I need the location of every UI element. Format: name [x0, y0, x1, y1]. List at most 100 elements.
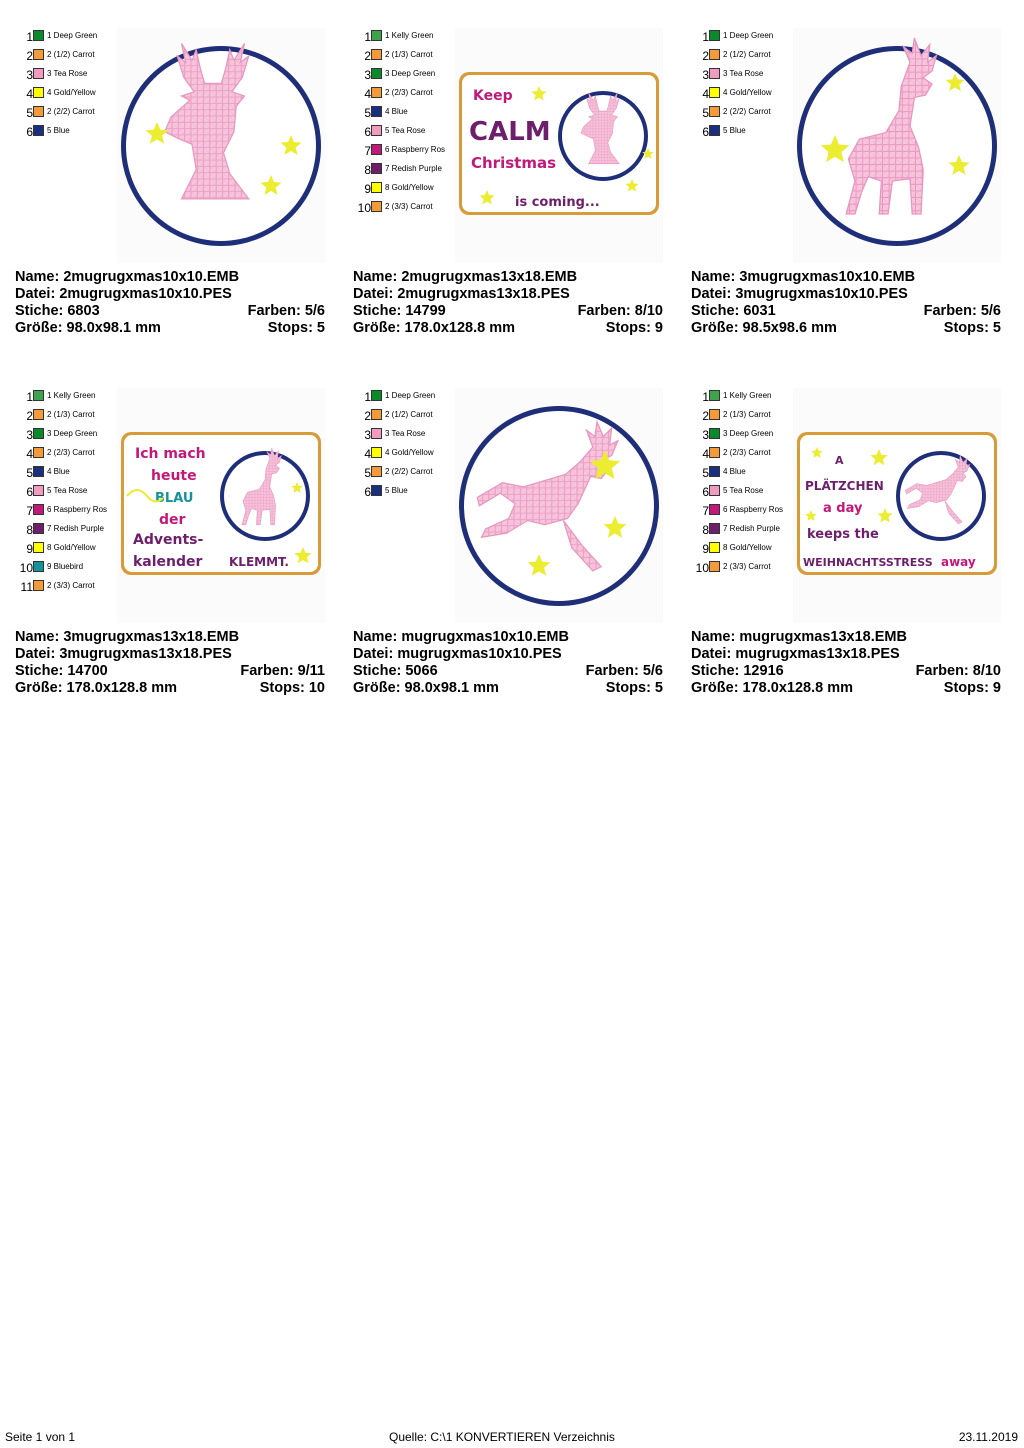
design-info: Name: 3mugrugxmas10x10.EMB Datei: 3mugrug…: [691, 269, 1001, 337]
star-icon: [820, 135, 850, 163]
color-index: 10: [695, 561, 709, 575]
design-info: Name: 3mugrugxmas13x18.EMB Datei: 3mugrug…: [15, 629, 325, 697]
star-icon: [280, 135, 302, 155]
color-index: 5: [364, 466, 371, 480]
embroidery-text-1: PLÄTZCHEN: [805, 478, 884, 493]
design-name: Name: 2mugrugxmas10x10.EMB: [15, 269, 240, 285]
color-index: 4: [364, 87, 371, 101]
color-row: 7 6 Raspberry Ros: [15, 502, 120, 521]
embroidery-text-1: CALM: [469, 117, 551, 147]
color-swatch: [33, 409, 44, 420]
star-icon: [145, 122, 169, 144]
color-label: 8 Gold/Yellow: [47, 543, 96, 552]
color-row: 2 2 (1/2) Carrot: [691, 47, 796, 66]
color-swatch: [371, 201, 382, 212]
color-swatch: [33, 49, 44, 60]
color-swatch: [371, 68, 382, 79]
color-index: 1: [364, 390, 371, 404]
stop-count: Stops: 5: [267, 320, 325, 336]
design-info: Name: 2mugrugxmas13x18.EMB Datei: 2mugrug…: [353, 269, 663, 337]
deer-head-icon: [580, 92, 620, 165]
design-size: Größe: 98.5x98.6 mm: [691, 320, 837, 336]
color-swatch: [371, 30, 382, 41]
color-swatch: [371, 87, 382, 98]
color-swatch: [709, 504, 720, 515]
color-label: 7 Redish Purple: [47, 524, 104, 533]
color-index: 2: [26, 49, 33, 63]
color-swatch: [33, 447, 44, 458]
color-swatch: [371, 428, 382, 439]
color-swatch: [371, 125, 382, 136]
color-index: 9: [702, 542, 709, 556]
color-row: 6 5 Blue: [691, 123, 796, 142]
color-label: 1 Kelly Green: [723, 391, 772, 400]
color-row: 6 5 Blue: [15, 123, 120, 142]
design-card[interactable]: 1 1 Kelly Green 2 2 (1/3) Carrot 3 3 Deep Gre…: [15, 388, 335, 708]
design-preview[interactable]: A PLÄTZCHEN a day keeps the WEIHNACHTSSTRESS…: [793, 388, 1001, 623]
color-count: Farben: 8/10: [915, 663, 1001, 679]
color-index: 3: [702, 68, 709, 82]
color-swatch: [33, 125, 44, 136]
design-name: Name: 3mugrugxmas13x18.EMB: [15, 629, 240, 645]
color-row: 4 2 (2/3) Carrot: [353, 85, 458, 104]
color-label: 3 Deep Green: [47, 429, 98, 438]
color-row: 1 1 Kelly Green: [691, 388, 796, 407]
color-list: 1 1 Deep Green 2 2 (1/2) Carrot 3 3 Tea Rose 4…: [15, 28, 120, 142]
color-index: 2: [364, 409, 371, 423]
design-size: Größe: 98.0x98.1 mm: [15, 320, 161, 336]
color-label: 4 Gold/Yellow: [47, 88, 96, 97]
color-swatch: [33, 87, 44, 98]
design-preview[interactable]: Keep CALM Christmas is coming...: [455, 28, 663, 263]
star-icon: [531, 86, 547, 101]
embroidery-text-2: Christmas: [471, 154, 556, 172]
color-index: 6: [26, 125, 33, 139]
design-card[interactable]: 1 1 Deep Green 2 2 (1/2) Carrot 3 3 Tea Rose 4…: [691, 28, 1011, 348]
design-preview[interactable]: Ich mach heute BLAU der Advents-kalender KLEM…: [117, 388, 325, 623]
design-size: Größe: 178.0x128.8 mm: [15, 680, 178, 696]
stitch-count: Stiche: 14799: [353, 303, 446, 319]
star-icon: [625, 179, 639, 192]
embroidery-preview: [797, 37, 997, 246]
color-swatch: [709, 30, 720, 41]
design-card[interactable]: 1 1 Deep Green 2 2 (1/2) Carrot 3 3 Tea Rose 4…: [353, 388, 673, 708]
color-label: 8 Gold/Yellow: [723, 543, 772, 552]
design-card[interactable]: 1 1 Kelly Green 2 2 (1/3) Carrot 3 3 Deep Gre…: [691, 388, 1011, 708]
color-label: 2 (2/3) Carrot: [47, 448, 95, 457]
design-file: Datei: 2mugrugxmas10x10.PES: [15, 286, 232, 302]
color-swatch: [371, 485, 382, 496]
color-swatch: [33, 428, 44, 439]
color-index: 2: [26, 409, 33, 423]
star-icon: [260, 175, 282, 195]
color-swatch: [371, 49, 382, 60]
design-card[interactable]: 1 1 Kelly Green 2 2 (1/3) Carrot 3 3 Deep Gre…: [353, 28, 673, 348]
design-file: Datei: mugrugxmas13x18.PES: [691, 646, 900, 662]
star-icon: [877, 508, 893, 523]
color-label: 2 (2/2) Carrot: [47, 107, 95, 116]
design-preview[interactable]: [117, 28, 325, 263]
color-swatch: [709, 447, 720, 458]
color-label: 8 Gold/Yellow: [385, 183, 434, 192]
color-swatch: [33, 561, 44, 572]
design-preview[interactable]: [793, 28, 1001, 263]
color-index: 8: [364, 163, 371, 177]
design-card[interactable]: 1 1 Deep Green 2 2 (1/2) Carrot 3 3 Tea Rose 4…: [15, 28, 335, 348]
embroidery-text-0: Keep: [473, 88, 513, 104]
design-file: Datei: 2mugrugxmas13x18.PES: [353, 286, 570, 302]
star-icon: [948, 155, 970, 175]
color-count: Farben: 5/6: [585, 663, 663, 679]
color-index: 8: [702, 523, 709, 537]
color-label: 5 Tea Rose: [385, 126, 426, 135]
stop-count: Stops: 5: [943, 320, 1001, 336]
color-row: 6 5 Tea Rose: [353, 123, 458, 142]
design-preview[interactable]: [455, 388, 663, 623]
star-icon: [527, 554, 551, 576]
embroidery-text-5: away: [941, 555, 976, 569]
color-swatch: [709, 106, 720, 117]
color-row: 5 4 Blue: [691, 464, 796, 483]
color-index: 10: [19, 561, 33, 575]
color-label: 3 Tea Rose: [723, 69, 764, 78]
color-swatch: [33, 68, 44, 79]
embroidery-text-1: heute: [151, 468, 197, 484]
star-icon: [811, 447, 823, 458]
star-icon: [945, 73, 965, 92]
